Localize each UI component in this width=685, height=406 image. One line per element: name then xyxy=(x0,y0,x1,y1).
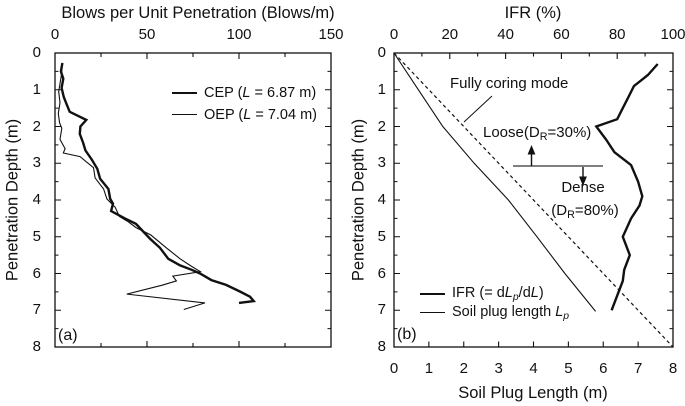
tick-label-b-top: 40 xyxy=(497,26,514,43)
tick-label-b-top: 0 xyxy=(389,26,399,43)
tick-label-b-depth: 5 xyxy=(377,227,386,245)
rich-text-segment: L xyxy=(504,284,513,301)
dense-dr-label: (DR=80%) xyxy=(551,202,618,224)
tick-label-b-bottom: 3 xyxy=(494,360,503,377)
rich-text-segment: Dense xyxy=(561,179,605,196)
series-soil-plug-length-lp xyxy=(393,52,597,312)
tick-label-a-depth: 7 xyxy=(32,301,41,319)
tick-label-b-depth: 4 xyxy=(377,191,386,208)
rich-text-segment: Soil plug length xyxy=(452,303,556,320)
tick-label-b-depth: 6 xyxy=(377,264,386,282)
tick-label-b-bottom: 2 xyxy=(459,360,468,377)
ifr-legend-label: IFR (= dLp/dL) xyxy=(452,285,544,303)
tick-label-b-top: 60 xyxy=(553,26,570,43)
legend-item-soil-plug: Soil plug length Lp xyxy=(420,302,569,323)
tick-label-b-depth: 2 xyxy=(377,117,386,135)
soil-plug-legend-label: Soil plug length Lp xyxy=(452,304,569,322)
rich-text-segment: L xyxy=(242,84,251,101)
tick-label-b-bottom: 0 xyxy=(389,360,399,377)
rich-text-segment: ) xyxy=(538,284,544,301)
tick-label-b-bottom: 4 xyxy=(529,360,538,377)
rich-text-segment: = 6.87 m) xyxy=(250,84,317,101)
tick-label-a-depth: 1 xyxy=(32,80,41,98)
tick-label-b-depth: 8 xyxy=(377,338,386,355)
panel-b-corner-label: (b) xyxy=(397,326,417,343)
legend-item-oep: OEP (L = 7.04 m) xyxy=(172,104,317,125)
panel-a-corner-label: (a) xyxy=(58,327,78,344)
tick-label-a-depth: 2 xyxy=(32,117,41,135)
tick-label-b-depth: 1 xyxy=(377,80,386,98)
tick-label-b-depth: 3 xyxy=(377,154,386,172)
tick-label-a-depth: 0 xyxy=(32,44,41,61)
soil-plug-thin-line-sample xyxy=(420,312,445,313)
up-arrow-icon xyxy=(527,145,536,155)
tick-label-b-top: 100 xyxy=(660,26,685,43)
rich-text-segment: L xyxy=(243,106,252,123)
axis-ticks xyxy=(55,53,673,347)
series-oep-l-7-04-m xyxy=(57,63,206,311)
tick-label-b-top: 20 xyxy=(441,26,459,43)
oep-legend-label: OEP (L = 7.04 m) xyxy=(204,107,317,123)
rich-text-segment: =30%) xyxy=(547,124,592,141)
rich-text-segment: L xyxy=(555,303,564,320)
tick-label-a-depth: 4 xyxy=(32,191,41,208)
panel-b-bottom-axis-title: Soil Plug Length (m) xyxy=(458,384,608,402)
tick-label-b-bottom: 7 xyxy=(633,360,643,377)
rich-text-segment: Fully coring mode xyxy=(450,75,569,92)
tick-label-b-bottom: 5 xyxy=(564,360,573,377)
ifr-thick-line-sample xyxy=(420,292,445,295)
series-cep-l-6-87-m xyxy=(59,62,257,305)
tick-label-b-depth: 0 xyxy=(377,44,386,61)
tick-label-b-bottom: 1 xyxy=(424,360,434,377)
legend-item-cep: CEP (L = 6.87 m) xyxy=(172,82,316,103)
rich-text-segment: p xyxy=(563,310,570,322)
rich-text-segment: CEP ( xyxy=(204,84,243,101)
tick-label-b-depth: 7 xyxy=(377,301,386,319)
rich-text-segment: /d xyxy=(518,284,531,301)
rich-text-segment: = 7.04 m) xyxy=(251,106,317,123)
rich-text-segment: L xyxy=(530,284,539,301)
tick-label-a-top: 0 xyxy=(50,26,60,43)
rich-text-segment: p xyxy=(512,291,519,303)
rich-text-segment: =80%) xyxy=(574,202,619,219)
series-ifr-dlp-dl xyxy=(594,63,659,311)
fully-coring-pointer-line xyxy=(463,95,493,123)
rich-text-segment: R xyxy=(567,209,575,222)
tick-label-b-top: 80 xyxy=(608,26,626,43)
down-arrow-icon xyxy=(579,176,587,186)
tick-label-b-bottom: 8 xyxy=(668,360,678,377)
tick-label-a-depth: 6 xyxy=(32,264,41,282)
tick-label-a-top: 100 xyxy=(226,26,252,43)
rich-text-segment: IFR (= d xyxy=(452,284,505,301)
series-fully-coring-mode xyxy=(393,52,674,348)
rich-text-segment: OEP ( xyxy=(204,106,244,123)
cep-thick-line-sample xyxy=(172,91,197,94)
tick-label-a-top: 50 xyxy=(138,26,156,43)
loose-layer-label: Loose(DR=30%) xyxy=(483,124,591,146)
rich-text-segment: (D xyxy=(551,202,568,219)
dense-layer-label: Dense xyxy=(561,179,604,197)
cep-legend-label: CEP (L = 6.87 m) xyxy=(204,85,316,101)
tick-label-a-depth: 5 xyxy=(32,227,41,245)
oep-thin-line-sample xyxy=(172,114,197,115)
panel-b-top-axis-title: IFR (%) xyxy=(504,4,562,22)
panel-a-x-axis-title: Blows per Unit Penetration (Blows/m) xyxy=(61,4,335,22)
rich-text-segment: Loose(D xyxy=(483,124,540,141)
rich-text-segment: R xyxy=(539,131,548,144)
tick-label-b-bottom: 6 xyxy=(599,360,608,377)
tick-label-a-top: 150 xyxy=(318,26,344,43)
legend-item-ifr: IFR (= dLp/dL) xyxy=(420,283,544,304)
tick-label-a-depth: 8 xyxy=(32,338,41,355)
fully-coring-mode-label: Fully coring mode xyxy=(450,75,568,93)
tick-label-a-depth: 3 xyxy=(32,154,41,172)
